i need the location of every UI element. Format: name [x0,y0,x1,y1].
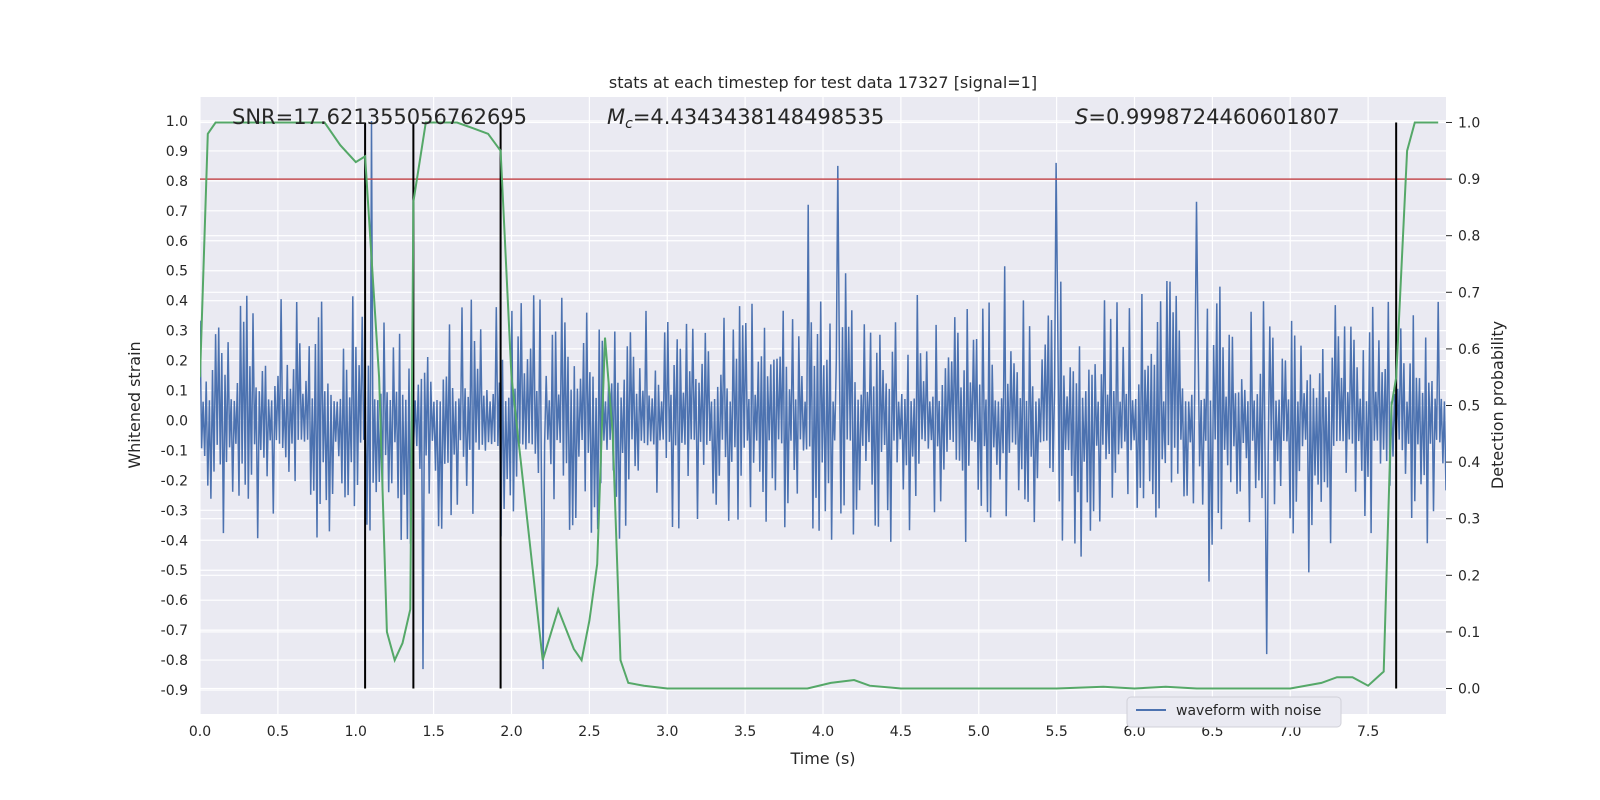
x-tick-label: 6.5 [1201,724,1223,740]
y-axis-label: Whitened strain [125,341,144,468]
y-tick-label: 0.4 [166,294,188,310]
x-tick-label: 5.0 [968,724,990,740]
y-tick-label: -0.9 [161,683,188,699]
y-tick-label: -0.3 [161,503,188,519]
chart-title: stats at each timestep for test data 173… [609,73,1037,92]
x-tick-labels: 0.0 0.5 1.0 1.5 2.0 2.5 3.0 3.5 4.0 4.5 5.0 5.5 6.0 6… [189,724,1379,740]
y-tick-label: 0.0 [166,413,188,429]
x-tick-label: 2.5 [578,724,600,740]
y-tick-label: -0.5 [161,563,188,579]
x-tick-label: 0.5 [267,724,289,740]
y-tick-label: 0.7 [166,204,188,220]
detection-markers [364,122,1398,689]
waveform-line [200,120,1446,670]
score-symbol: S [1075,105,1088,129]
x-tick-label: 0.0 [189,724,211,740]
y2-tick-label: 0.0 [1458,682,1480,698]
x-tick-label: 3.5 [734,724,756,740]
y-tick-label: -0.4 [161,533,188,549]
chirp-mass-annotation: Mc=4.4343438148498535 [607,105,884,132]
score-value: =0.9998724460601807 [1088,105,1339,129]
y2-tick-label: 0.7 [1458,285,1480,301]
y-tick-label: 0.8 [166,174,188,190]
y-tick-label: -0.7 [161,623,188,639]
y-tick-label: 0.6 [166,234,188,250]
y-tick-label: 0.5 [166,264,188,280]
chirp-mass-subscript: c [625,116,633,132]
plot-area [200,120,1446,690]
snr-annotation: SNR=17.621355056762695 [232,105,527,129]
x-axis-label: Time (s) [789,749,855,768]
y2-tick-label: 0.9 [1458,172,1480,188]
y2-tick-labels: 1.0 0.9 0.8 0.7 0.6 0.5 0.4 0.3 0.2 0.1 0.0 [1446,115,1480,698]
score-annotation: S=0.9998724460601807 [1075,105,1340,129]
x-tick-label: 3.0 [656,724,678,740]
x-tick-label: 1.0 [345,724,367,740]
y-tick-label: 0.2 [166,354,188,370]
chirp-mass-symbol: M [607,105,625,129]
chirp-mass-value: =4.4343438148498535 [633,105,884,129]
y-tick-label: -0.1 [161,443,188,459]
y2-tick-label: 0.6 [1458,342,1480,358]
y-tick-label: 0.3 [166,324,188,340]
y-tick-label: 1.0 [166,114,188,130]
y2-tick-label: 0.8 [1458,229,1480,245]
y2-tick-label: 0.1 [1458,625,1480,641]
legend-label: waveform with noise [1176,703,1321,719]
y-tick-label: 0.9 [166,144,188,160]
y-tick-label: -0.8 [161,653,188,669]
y2-tick-label: 0.4 [1458,455,1480,471]
y2-tick-label: 0.3 [1458,512,1480,528]
x-tick-label: 4.0 [812,724,834,740]
y2-tick-label: 0.2 [1458,568,1480,584]
y2-tick-label: 0.5 [1458,399,1480,415]
x-tick-label: 4.5 [890,724,912,740]
x-tick-label: 7.5 [1357,724,1379,740]
x-tick-label: 1.5 [422,724,444,740]
y2-tick-label: 1.0 [1458,115,1480,131]
legend: waveform with noise [1126,696,1342,728]
y-tick-label: -0.6 [161,593,188,609]
x-tick-label: 6.0 [1123,724,1145,740]
legend-box [1126,696,1342,728]
x-tick-label: 7.0 [1279,724,1301,740]
probability-line [200,121,1439,690]
x-tick-label: 5.5 [1045,724,1067,740]
y-tick-label: -0.2 [161,473,188,489]
y-tick-label: 0.1 [166,384,188,400]
x-tick-label: 2.0 [500,724,522,740]
y-tick-labels: 1.0 0.9 0.8 0.7 0.6 0.5 0.4 0.3 0.2 0.1 0.0 -0.1 -0.… [161,114,188,699]
y2-axis-label: Detection probability [1488,321,1507,489]
